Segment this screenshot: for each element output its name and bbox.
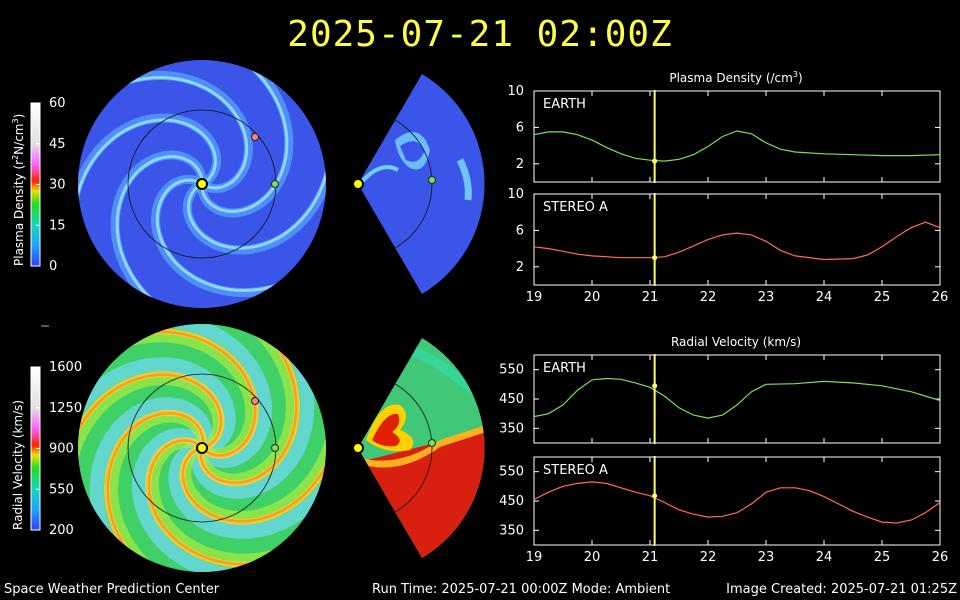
y-tick-label: 2 — [516, 157, 524, 172]
density-ecliptic-plot — [78, 60, 326, 308]
series-line — [533, 481, 941, 524]
y-tick-label: 6 — [516, 120, 524, 135]
colorbar-tick-label: 45 — [49, 137, 66, 152]
y-tick-label: 450 — [499, 494, 524, 509]
earth-marker — [271, 444, 279, 452]
x-tick-label: 26 — [932, 550, 949, 565]
series-line — [533, 377, 941, 419]
y-tick-label: 450 — [499, 392, 524, 407]
colorbar-tick-label: 60 — [49, 96, 66, 111]
x-tick-label: 25 — [874, 550, 891, 565]
velocity-chart-title: Radial Velocity (km/s) — [671, 335, 801, 349]
line-chart-panel-0: 2 6 10 EARTH — [507, 84, 941, 183]
stereo-a-marker — [251, 397, 259, 405]
y-tick-label: 10 — [507, 187, 524, 202]
current-value-dot — [652, 255, 658, 261]
density-meridional-plot — [352, 74, 485, 294]
panel-label: STEREO A — [543, 463, 608, 478]
panel-label: STEREO A — [543, 200, 608, 215]
y-tick-label: 350 — [499, 421, 524, 436]
footer-image-created: Image Created: 2025-07-21 01:25Z — [726, 582, 957, 597]
current-value-dot — [652, 158, 658, 164]
line-chart-panel-3: 350 450 550 19 20 21 22 23 24 25 26 STEREO A — [499, 456, 948, 565]
colorbar-tick-label: 1600 — [49, 360, 82, 375]
velocity-colorbar-label: Radial Velocity (km/s) — [11, 399, 25, 530]
velocity-colorbar: 1600 1250 900 550 200 — [30, 360, 82, 538]
chart-frame — [533, 193, 941, 286]
sun-marker-meridional — [352, 442, 364, 454]
colorbar-tick-label: 900 — [49, 442, 74, 457]
current-value-dot — [652, 493, 658, 499]
timestamp-title: 2025-07-21 02:00Z — [287, 14, 673, 55]
colorbar-tick-label: 200 — [49, 523, 74, 538]
series-line — [533, 130, 941, 162]
y-tick-label: 550 — [499, 465, 524, 480]
x-tick-label: 21 — [642, 290, 659, 305]
density-colorbar: 60 45 30 15 0 — [30, 96, 66, 274]
velocity-ecliptic-plot — [78, 324, 326, 572]
y-tick-label: 6 — [516, 223, 524, 238]
x-tick-label: 23 — [758, 550, 775, 565]
density-colorbar-label: Plasma Density (r2N/cm3) — [11, 113, 26, 266]
earth-marker-meridional — [428, 176, 436, 184]
colorbar-tick-label: 550 — [49, 482, 74, 497]
sun-marker-meridional — [352, 178, 364, 190]
footer-agency: Space Weather Prediction Center — [4, 582, 220, 597]
colorbar-tick-label: 30 — [49, 178, 66, 193]
x-tick-label: 19 — [526, 290, 543, 305]
series-line — [533, 221, 941, 261]
x-tick-label: 25 — [874, 290, 891, 305]
x-tick-label: 26 — [932, 290, 949, 305]
chart-frame — [533, 354, 941, 444]
colorbar-tick-label: 15 — [49, 218, 66, 233]
y-tick-label: 2 — [516, 260, 524, 275]
y-tick-label: 350 — [499, 523, 524, 538]
line-chart-panel-2: 350 450 550 EARTH — [499, 354, 941, 444]
chart-frame — [533, 90, 941, 183]
x-tick-label: 20 — [584, 290, 601, 305]
density-chart-title: Plasma Density (/cm3) — [669, 70, 802, 85]
x-tick-label: 23 — [758, 290, 775, 305]
x-tick-label: 24 — [816, 550, 833, 565]
x-tick-label: 22 — [700, 550, 717, 565]
x-tick-label: 21 — [642, 550, 659, 565]
y-tick-label: 550 — [499, 363, 524, 378]
x-tick-label: 22 — [700, 290, 717, 305]
footer-run-time: Run Time: 2025-07-21 00:00Z Mode: Ambien… — [372, 582, 671, 597]
x-tick-label: 20 — [584, 550, 601, 565]
colorbar-tick-label: 1250 — [49, 401, 82, 416]
current-value-dot — [652, 383, 658, 389]
panel-label: EARTH — [543, 97, 586, 112]
earth-marker — [271, 180, 279, 188]
colorbar-tick-label: 0 — [49, 259, 57, 274]
earth-marker-meridional — [428, 439, 436, 447]
x-tick-label: 24 — [816, 290, 833, 305]
sun-marker — [196, 178, 208, 190]
panel-label: EARTH — [543, 361, 586, 376]
stereo-a-marker — [251, 133, 259, 141]
sun-marker — [196, 442, 208, 454]
x-tick-label: 19 — [526, 550, 543, 565]
y-tick-label: 10 — [507, 84, 524, 99]
